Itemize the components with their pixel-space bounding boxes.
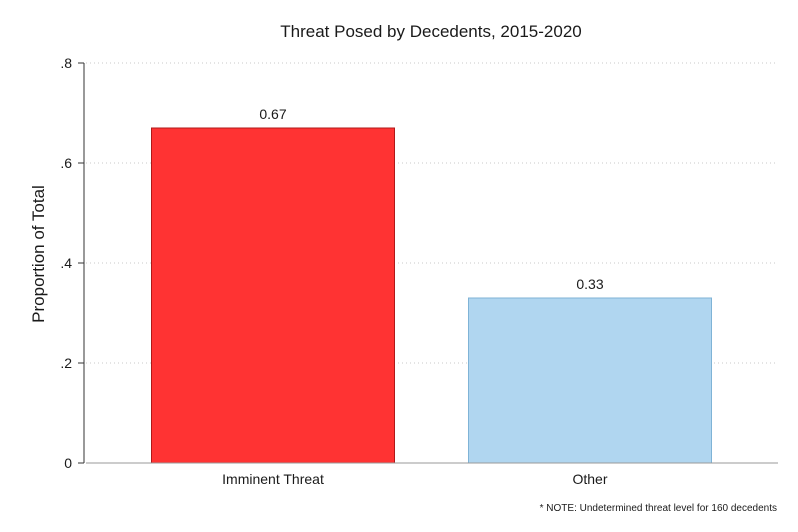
y-tick-label: .4 bbox=[60, 255, 72, 271]
bar-other bbox=[468, 297, 712, 464]
axis-layer: 0 .2 .4 .6 .8 Imminent Threat Other bbox=[60, 55, 778, 487]
y-tick-label: .2 bbox=[60, 355, 72, 371]
footnote: * NOTE: Undetermined threat level for 16… bbox=[540, 503, 777, 514]
bar-value-label: 0.33 bbox=[576, 276, 603, 292]
x-category-label: Other bbox=[572, 471, 607, 487]
bar-imminent-threat bbox=[151, 127, 395, 464]
y-axis-label: Proportion of Total bbox=[29, 185, 48, 323]
bar-layer: 0.67 0.33 bbox=[151, 106, 712, 464]
y-tick-label: .8 bbox=[60, 55, 72, 71]
x-category-label: Imminent Threat bbox=[222, 471, 324, 487]
bar-value-label: 0.67 bbox=[259, 106, 286, 122]
y-tick-label: 0 bbox=[64, 455, 72, 471]
y-tick-label: .6 bbox=[60, 155, 72, 171]
chart-title: Threat Posed by Decedents, 2015-2020 bbox=[280, 22, 581, 41]
